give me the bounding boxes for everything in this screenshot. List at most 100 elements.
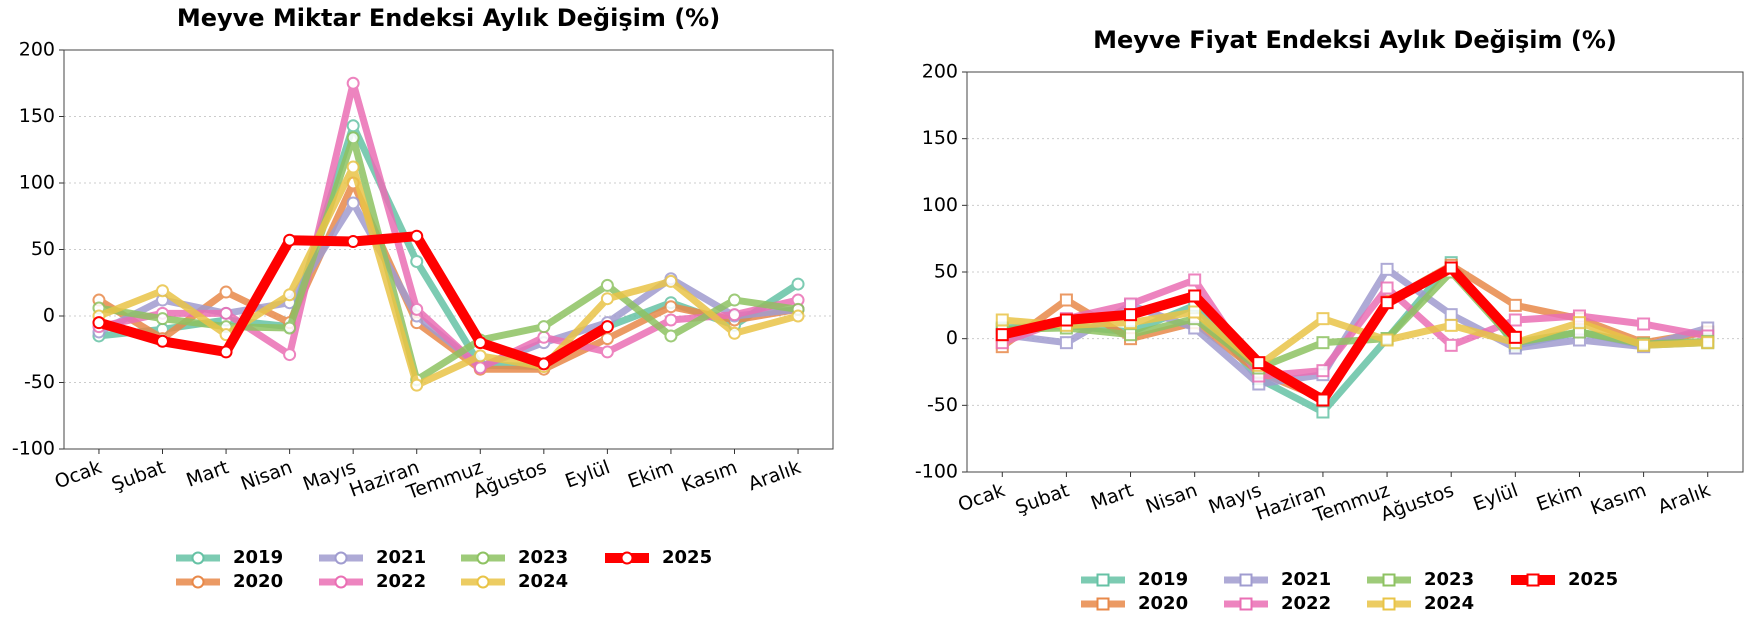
x-tick-label: Aralık bbox=[745, 456, 803, 495]
y-tick-label: 200 bbox=[922, 61, 958, 83]
y-tick-label: -100 bbox=[915, 461, 958, 483]
legend-marker bbox=[334, 575, 348, 589]
marker bbox=[1572, 316, 1586, 330]
y-tick-label: 50 bbox=[934, 261, 958, 283]
line bbox=[97, 179, 799, 373]
marker bbox=[1444, 318, 1458, 332]
marker bbox=[156, 284, 170, 298]
marker bbox=[219, 306, 233, 320]
chart-title: Meyve Fiyat Endeksi Aylık Değişim (%) bbox=[1093, 26, 1617, 54]
marker bbox=[346, 196, 360, 210]
marker bbox=[664, 329, 678, 343]
marker bbox=[537, 357, 551, 371]
y-tick-label: 100 bbox=[922, 194, 958, 216]
marker bbox=[537, 320, 551, 334]
marker bbox=[346, 160, 360, 174]
marker bbox=[1059, 313, 1073, 327]
legend-marker bbox=[1096, 573, 1110, 587]
marker bbox=[1059, 336, 1073, 350]
y-tick-label: 200 bbox=[19, 39, 55, 61]
marker bbox=[1637, 317, 1651, 331]
y-tick-label: 0 bbox=[946, 327, 958, 349]
marker bbox=[664, 274, 678, 288]
line bbox=[98, 122, 800, 371]
series bbox=[92, 229, 614, 371]
line bbox=[1001, 308, 1708, 369]
marker bbox=[156, 312, 170, 326]
marker bbox=[283, 321, 297, 335]
legend-marker bbox=[1382, 597, 1396, 611]
x-tick-label: Aralık bbox=[1655, 479, 1713, 518]
marker bbox=[791, 309, 805, 323]
x-tick-label: Eylül bbox=[562, 456, 613, 492]
x-tick-label: Ocak bbox=[955, 479, 1008, 516]
x-tick-label: Kasım bbox=[679, 456, 741, 496]
legend-label: 2025 bbox=[1568, 569, 1618, 590]
legend-label: 2021 bbox=[376, 547, 426, 568]
marker bbox=[1380, 333, 1394, 347]
y-tick-label: -50 bbox=[927, 394, 958, 416]
marker bbox=[410, 229, 424, 243]
marker bbox=[1380, 262, 1394, 276]
x-tick-label: Kasım bbox=[1588, 479, 1650, 519]
marker bbox=[410, 378, 424, 392]
y-tick-label: 0 bbox=[43, 305, 55, 327]
legend-label: 2023 bbox=[518, 547, 568, 568]
x-tick-label: Ağustos bbox=[1378, 479, 1457, 526]
legend-label: 2024 bbox=[518, 571, 568, 592]
legend-label: 2019 bbox=[233, 547, 283, 568]
marker bbox=[473, 336, 487, 350]
legend-label: 2025 bbox=[662, 547, 712, 568]
marker bbox=[1124, 328, 1138, 342]
marker bbox=[600, 345, 614, 359]
legend-label: 2019 bbox=[1138, 569, 1188, 590]
series bbox=[995, 261, 1522, 407]
marker bbox=[1444, 338, 1458, 352]
marker bbox=[1188, 289, 1202, 303]
marker bbox=[1124, 297, 1138, 311]
marker bbox=[664, 313, 678, 327]
marker bbox=[1059, 293, 1073, 307]
legend-marker bbox=[620, 551, 634, 565]
marker bbox=[1316, 405, 1330, 419]
marker bbox=[600, 278, 614, 292]
legend-label: 2020 bbox=[233, 571, 283, 592]
x-tick-label: Nisan bbox=[238, 456, 295, 495]
marker bbox=[1124, 308, 1138, 322]
marker bbox=[1508, 330, 1522, 344]
marker bbox=[1316, 336, 1330, 350]
legend-marker bbox=[476, 551, 490, 565]
marker bbox=[473, 349, 487, 363]
marker bbox=[1316, 364, 1330, 378]
y-tick-label: 150 bbox=[19, 105, 55, 127]
marker bbox=[1380, 296, 1394, 310]
x-tick-label: Ekim bbox=[625, 456, 676, 493]
marker bbox=[600, 292, 614, 306]
marker bbox=[283, 233, 297, 247]
legend-marker bbox=[476, 575, 490, 589]
marker bbox=[600, 332, 614, 346]
x-tick-label: Eylül bbox=[1470, 479, 1521, 515]
legend-marker bbox=[334, 551, 348, 565]
marker bbox=[1444, 308, 1458, 322]
line bbox=[97, 163, 799, 389]
marker bbox=[346, 131, 360, 145]
x-tick-label: Nisan bbox=[1143, 479, 1200, 518]
marker bbox=[219, 345, 233, 359]
marker bbox=[1188, 273, 1202, 287]
legend-label: 2022 bbox=[376, 571, 426, 592]
marker bbox=[1637, 338, 1651, 352]
legend-label: 2021 bbox=[1281, 569, 1331, 590]
marker bbox=[1252, 356, 1266, 370]
legend-marker bbox=[1239, 573, 1253, 587]
x-tick-label: Mart bbox=[1088, 479, 1136, 514]
marker bbox=[727, 326, 741, 340]
line bbox=[1002, 268, 1708, 372]
x-tick-label: Ocak bbox=[52, 456, 105, 493]
legend-label: 2020 bbox=[1138, 593, 1188, 614]
marker bbox=[1316, 393, 1330, 407]
legend-label: 2022 bbox=[1281, 593, 1331, 614]
x-tick-label: Ekim bbox=[1534, 479, 1585, 516]
marker bbox=[473, 361, 487, 375]
